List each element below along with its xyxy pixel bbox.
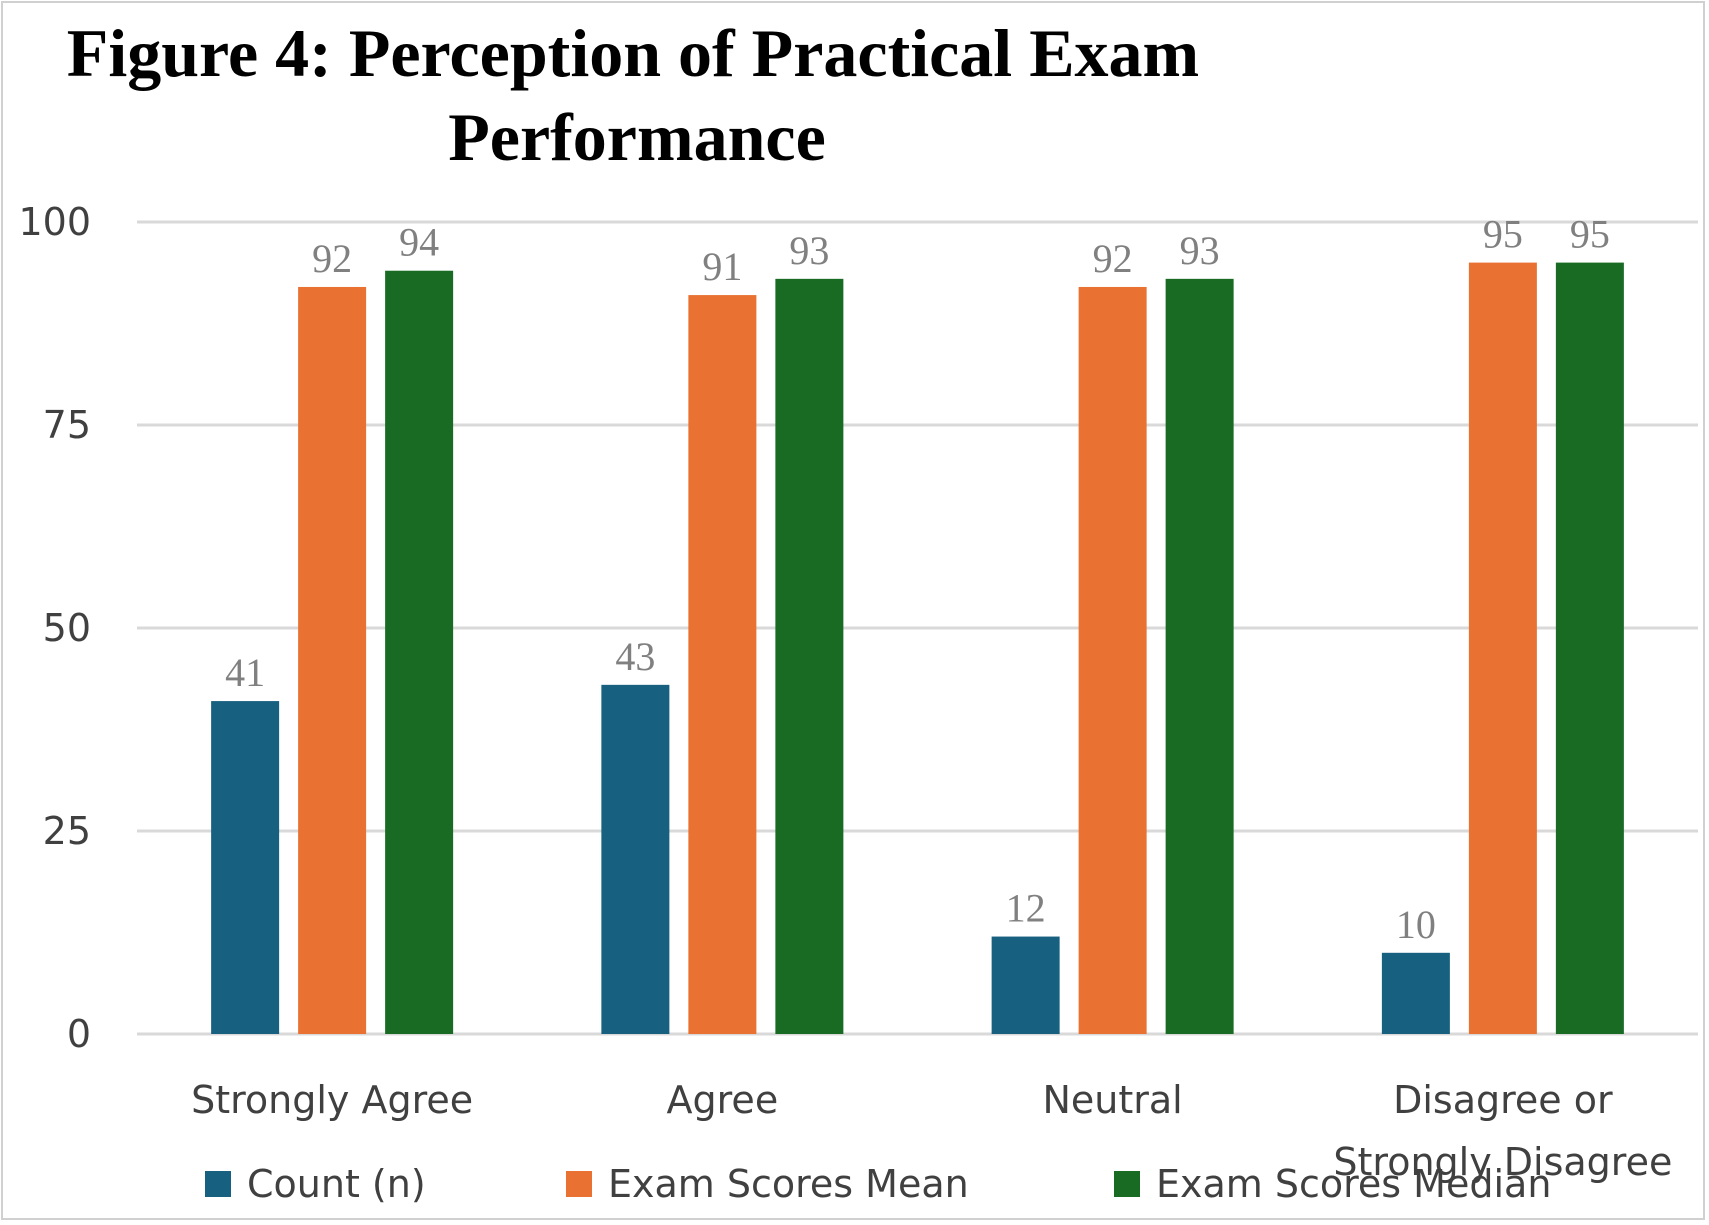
category-label-2-0: Neutral — [1042, 1078, 1182, 1122]
legend-swatch-0 — [205, 1171, 231, 1197]
data-label-0-3: 10 — [1396, 902, 1436, 947]
chart-title-line-1: Performance — [448, 99, 826, 175]
legend-item-2: Exam Scores Median — [1114, 1162, 1551, 1206]
bar-2-2 — [1165, 278, 1234, 1035]
data-label-1-0: 92 — [312, 236, 352, 281]
y-tick-label-25: 25 — [43, 809, 91, 853]
bar-1-1 — [688, 295, 757, 1035]
data-label-1-1: 91 — [702, 244, 742, 289]
data-label-2-3: 95 — [1570, 212, 1610, 257]
bar-0-2 — [991, 936, 1060, 1034]
data-label-1-3: 95 — [1483, 212, 1523, 257]
legend-label-1: Exam Scores Mean — [608, 1162, 969, 1206]
bar-2-0 — [385, 270, 454, 1035]
data-label-0-2: 12 — [1006, 886, 1046, 931]
bars — [211, 262, 1624, 1035]
bar-1-2 — [1078, 286, 1147, 1035]
data-label-2-1: 93 — [789, 228, 829, 273]
data-label-0-1: 43 — [615, 634, 655, 679]
legend: Count (n) Exam Scores Mean Exam Scores Med… — [205, 1162, 1551, 1206]
legend-label-2: Exam Scores Median — [1156, 1162, 1551, 1206]
legend-label-0: Count (n) — [247, 1162, 426, 1206]
bar-0-1 — [601, 684, 670, 1034]
category-label-3-1: Strongly Disagree — [1333, 1140, 1672, 1184]
data-label-2-2: 93 — [1180, 228, 1220, 273]
bar-1-3 — [1468, 262, 1537, 1035]
chart-title: Figure 4: Perception of Practical Exam Pe… — [67, 15, 1199, 175]
gridlines — [137, 220, 1698, 1036]
data-label-1-2: 92 — [1093, 236, 1133, 281]
category-label-0-0: Strongly Agree — [191, 1078, 473, 1122]
legend-item-0: Count (n) — [205, 1162, 426, 1206]
legend-item-1: Exam Scores Mean — [566, 1162, 969, 1206]
bar-2-1 — [775, 278, 844, 1035]
category-label-3-0: Disagree or — [1393, 1078, 1613, 1122]
y-tick-label-75: 75 — [43, 403, 91, 447]
data-label-2-0: 94 — [399, 220, 439, 265]
bar-2-3 — [1555, 262, 1624, 1035]
bar-0-0 — [211, 701, 280, 1034]
category-label-1-0: Agree — [667, 1078, 779, 1122]
y-tick-label-0: 0 — [67, 1012, 91, 1056]
y-axis-ticks: 0 25 50 75 100 — [18, 200, 91, 1056]
data-labels: 41 92 94 43 91 93 12 92 93 10 95 95 — [225, 212, 1610, 947]
bar-1-0 — [298, 286, 367, 1035]
bar-0-3 — [1381, 952, 1450, 1034]
y-tick-label-50: 50 — [43, 606, 91, 650]
y-tick-label-100: 100 — [18, 200, 91, 244]
chart-title-line-0: Figure 4: Perception of Practical Exam — [67, 15, 1199, 91]
legend-swatch-2 — [1114, 1171, 1140, 1197]
data-label-0-0: 41 — [225, 650, 265, 695]
legend-swatch-1 — [566, 1171, 592, 1197]
x-axis-categories: Strongly Agree Agree Neutral Disagree or Str… — [191, 1078, 1672, 1184]
